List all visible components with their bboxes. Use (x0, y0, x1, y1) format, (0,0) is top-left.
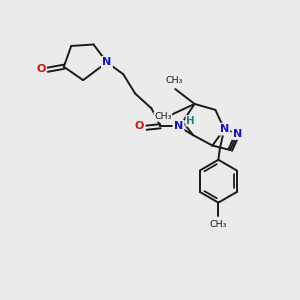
Text: N: N (233, 129, 242, 139)
Text: O: O (36, 64, 46, 74)
Text: CH₃: CH₃ (154, 112, 172, 121)
Text: CH₃: CH₃ (210, 220, 227, 229)
Text: N: N (102, 57, 112, 67)
Text: H: H (186, 116, 195, 126)
Text: N: N (220, 124, 229, 134)
Text: N: N (174, 121, 183, 131)
Text: O: O (135, 121, 144, 131)
Text: CH₃: CH₃ (165, 76, 182, 85)
